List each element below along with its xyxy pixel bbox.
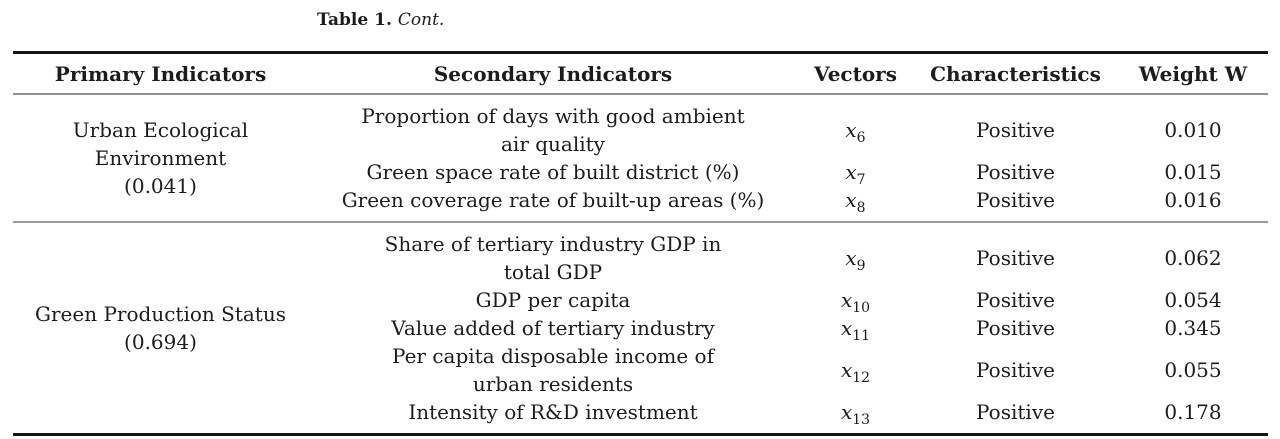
col-header-weight: Weight W — [1138, 61, 1248, 86]
characteristic-cell: Positive — [976, 188, 1055, 212]
table-row: GDP per capita x10 Positive 0.054 — [308, 286, 1268, 316]
vector-cell: x7 — [798, 158, 913, 188]
table-row: Proportion of days with good ambient air… — [308, 102, 1268, 158]
secondary-indicator-cell: Value added of tertiary industry — [391, 316, 715, 340]
vector-cell: x8 — [798, 186, 913, 216]
characteristic-cell: Positive — [976, 160, 1055, 184]
group-rows: Proportion of days with good ambient air… — [308, 95, 1268, 221]
secondary-indicator-cell: Intensity of R&D investment — [408, 400, 698, 424]
weight-cell: 0.178 — [1164, 400, 1222, 424]
vector-subscript: 9 — [856, 258, 866, 274]
secondary-indicator-cell: Green coverage rate of built-up areas (%… — [341, 188, 765, 212]
primary-indicator-cell: Urban Ecological Environment (0.041) — [72, 118, 249, 198]
secondary-indicator-cell: Share of tertiary industry GDP in total … — [384, 232, 722, 284]
vector-symbol: x — [840, 288, 853, 312]
table-row: Share of tertiary industry GDP in total … — [308, 230, 1268, 286]
characteristic-cell: Positive — [976, 400, 1055, 424]
weight-cell: 0.054 — [1164, 288, 1222, 312]
secondary-indicator-cell: GDP per capita — [475, 288, 631, 312]
characteristic-cell: Positive — [976, 288, 1055, 312]
table-row: Green coverage rate of built-up areas (%… — [308, 186, 1268, 216]
primary-indicator-cell: Green Production Status (0.694) — [35, 302, 286, 354]
weight-cell: 0.062 — [1164, 246, 1222, 270]
col-header-characteristics: Characteristics — [930, 61, 1101, 86]
table-caption-number: Table 1. — [317, 10, 392, 30]
characteristic-cell: Positive — [976, 118, 1055, 142]
weight-cell: 0.010 — [1164, 118, 1222, 142]
table-row: Value added of tertiary industry x11 Pos… — [308, 314, 1268, 344]
table-row: Green space rate of built district (%) x… — [308, 158, 1268, 188]
secondary-indicator-cell: Per capita disposable income of urban re… — [392, 344, 714, 396]
vector-subscript: 7 — [856, 172, 866, 188]
group-rows: Share of tertiary industry GDP in total … — [308, 223, 1268, 433]
col-header-vectors: Vectors — [814, 61, 897, 86]
col-header-primary-indicators: Primary Indicators — [54, 61, 267, 86]
vector-symbol: x — [845, 118, 857, 142]
weight-cell: 0.345 — [1164, 316, 1222, 340]
col-header-secondary-indicators: Secondary Indicators — [433, 61, 673, 86]
indicator-group-green-production-status: Green Production Status (0.694) Share of… — [13, 221, 1268, 433]
vector-cell: x6 — [798, 116, 913, 146]
vector-cell: x13 — [798, 398, 913, 428]
vector-symbol: x — [845, 188, 857, 212]
secondary-indicator-cell: Green space rate of built district (%) — [366, 160, 740, 184]
vector-cell: x10 — [798, 286, 913, 316]
table-header-row: Primary Indicators Secondary Indicators … — [13, 54, 1268, 95]
vector-subscript: 13 — [852, 412, 871, 428]
characteristic-cell: Positive — [976, 246, 1055, 270]
vector-subscript: 11 — [852, 328, 871, 344]
secondary-indicator-cell: Proportion of days with good ambient air… — [361, 104, 745, 156]
table-row: Intensity of R&D investment x13 Positive… — [308, 398, 1268, 428]
weight-cell: 0.055 — [1164, 358, 1222, 382]
table-caption-cont: Cont. — [397, 10, 445, 30]
characteristic-cell: Positive — [976, 316, 1055, 340]
vector-symbol: x — [845, 246, 857, 270]
vector-subscript: 6 — [856, 130, 866, 146]
vector-subscript: 8 — [856, 200, 866, 216]
vector-cell: x9 — [798, 244, 913, 274]
vector-symbol: x — [845, 160, 857, 184]
vector-symbol: x — [840, 316, 853, 340]
weight-cell: 0.016 — [1164, 188, 1222, 212]
vector-symbol: x — [840, 358, 853, 382]
table-row: Per capita disposable income of urban re… — [308, 342, 1268, 398]
indicators-table: Primary Indicators Secondary Indicators … — [13, 51, 1268, 436]
weight-cell: 0.015 — [1164, 160, 1222, 184]
vector-subscript: 12 — [852, 370, 871, 386]
vector-cell: x11 — [798, 314, 913, 344]
table-caption: Table 1. Cont. — [317, 9, 444, 31]
vector-cell: x12 — [798, 356, 913, 386]
characteristic-cell: Positive — [976, 358, 1055, 382]
vector-subscript: 10 — [852, 300, 871, 316]
vector-symbol: x — [840, 400, 853, 424]
indicator-group-urban-ecological-environment: Urban Ecological Environment (0.041) Pro… — [13, 95, 1268, 221]
